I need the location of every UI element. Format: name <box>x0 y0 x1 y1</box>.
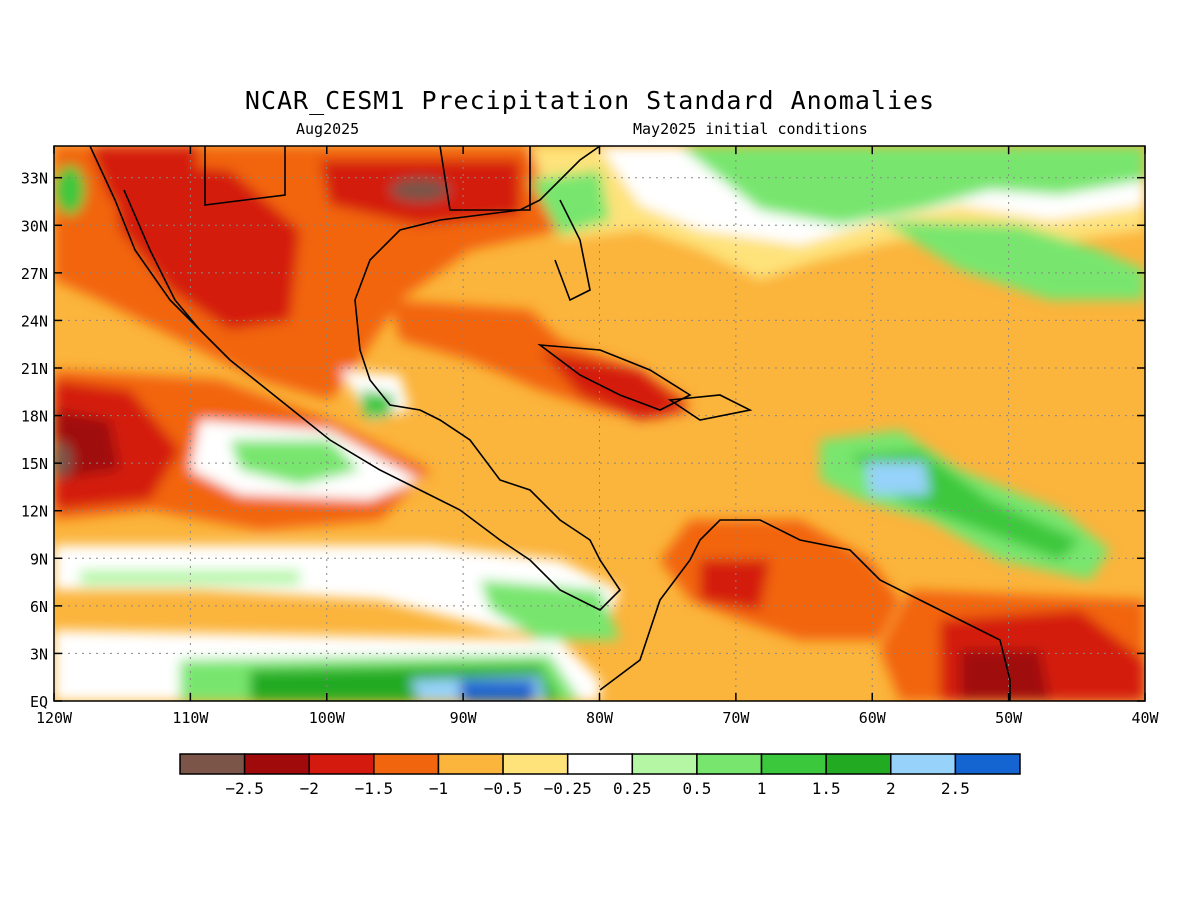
lon-tick-label: 100W <box>309 709 346 727</box>
border-segment-2 <box>439 146 531 211</box>
legend-swatch <box>760 753 827 775</box>
field-wet-spot-california <box>55 165 85 215</box>
field-eq-light-wet <box>80 570 300 585</box>
hispaniola-coast <box>667 394 753 421</box>
field-yucatan-wet <box>360 390 395 418</box>
lat-tick-label: 21N <box>21 360 48 378</box>
legend-label: 2.5 <box>941 779 970 798</box>
border-segment <box>204 146 286 206</box>
legend-label: 0.5 <box>682 779 711 798</box>
lon-tick-label: 40W <box>1131 709 1159 727</box>
anomaly-field <box>54 146 1145 701</box>
legend-label: −0.25 <box>544 779 592 798</box>
field-antilles-very-wet <box>865 462 930 495</box>
lat-tick-label: 27N <box>21 265 48 283</box>
lon-tick-label: 70W <box>722 709 750 727</box>
legend-label: −1.5 <box>355 779 394 798</box>
legend-swatch <box>373 753 440 775</box>
field-atlantic-wet-2 <box>880 220 1145 300</box>
lat-tick-label: 33N <box>21 170 48 188</box>
coastlines <box>89 146 1011 701</box>
lat-tick-label: 6N <box>30 598 48 616</box>
valid-month-label: Aug2025 <box>296 120 360 138</box>
field-epac-wet <box>230 440 360 485</box>
lat-tick-label: 3N <box>30 645 48 663</box>
field-eq-neutral <box>54 545 620 640</box>
color-legend: −2.5 −2 −1.5 −1 −0.5 −0.25 0.25 0.5 1 1.5 2 2.5 <box>179 753 1021 798</box>
lon-tick-label: 50W <box>995 709 1023 727</box>
field-sierra-madre-dry <box>110 160 300 330</box>
legend-label: −1 <box>429 779 448 798</box>
field-florida-wet <box>530 170 610 235</box>
legend-swatch <box>179 753 246 775</box>
legend-swatch <box>631 753 698 775</box>
graticule <box>54 146 1145 701</box>
lon-tick-label: 80W <box>586 709 614 727</box>
legend-swatch <box>954 753 1021 775</box>
baja-coast <box>123 189 201 331</box>
lat-tick-label: 15N <box>21 455 48 473</box>
legend-label: 1 <box>757 779 767 798</box>
field-extreme-spot-pacific <box>54 442 72 478</box>
field-south-extreme-wet <box>460 680 535 701</box>
legend-swatch <box>825 753 892 775</box>
lon-tick-label: 110W <box>172 709 209 727</box>
legend-label: 1.5 <box>812 779 841 798</box>
field-cuba-dry <box>540 350 690 420</box>
legend-swatch <box>890 753 957 775</box>
map-title: NCAR_CESM1 Precipitation Standard Anomal… <box>244 86 936 115</box>
florida-coast <box>554 199 591 302</box>
initial-conditions-label: May2025 initial conditions <box>633 120 868 138</box>
lat-tick-label: 18N <box>21 408 48 426</box>
mainland-coast <box>89 146 622 611</box>
legend-label: −0.5 <box>484 779 523 798</box>
lat-tick-label: 9N <box>30 550 48 568</box>
legend-label: −2.5 <box>225 779 264 798</box>
field-panama-wet <box>480 580 620 640</box>
legend-label: 2 <box>886 779 896 798</box>
legend-swatch <box>502 753 569 775</box>
lat-tick-label: EQ <box>30 693 48 711</box>
legend-swatch <box>308 753 375 775</box>
south-america-coast <box>599 519 1011 701</box>
lon-tick-label: 120W <box>36 709 73 727</box>
lat-tick-label: 30N <box>21 217 48 235</box>
field-guiana-extreme-dry <box>960 650 1050 701</box>
field-baja-dry <box>90 146 200 200</box>
lat-tick-label: 12N <box>21 503 48 521</box>
field-venezuela-strong-dry <box>700 560 770 610</box>
lon-tick-label: 90W <box>450 709 478 727</box>
legend-swatch <box>566 753 634 775</box>
legend-label: −2 <box>300 779 319 798</box>
legend-swatch <box>243 753 310 775</box>
field-extreme-spot-north <box>390 178 450 202</box>
legend-swatch <box>696 753 763 775</box>
legend-label: 0.25 <box>613 779 652 798</box>
lat-tick-label: 24N <box>21 312 48 330</box>
field-atlantic-wet <box>680 146 1145 225</box>
field-epac-strong-dry <box>54 380 180 510</box>
legend-swatch <box>437 753 504 775</box>
field-venezuela-dry <box>660 520 900 640</box>
lon-tick-label: 60W <box>859 709 887 727</box>
